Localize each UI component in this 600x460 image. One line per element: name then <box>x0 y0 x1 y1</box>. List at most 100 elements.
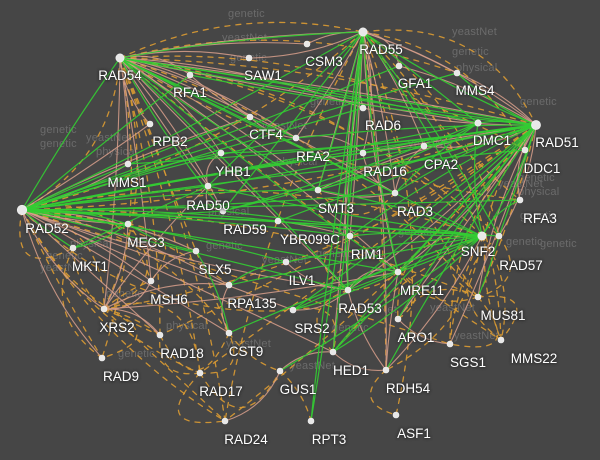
node-label-rad57[interactable]: RAD57 <box>499 258 543 273</box>
graph-node[interactable] <box>196 369 204 377</box>
graph-node[interactable] <box>146 120 154 128</box>
graph-node[interactable] <box>225 281 233 289</box>
node-label-slx5[interactable]: SLX5 <box>198 262 232 277</box>
node-label-srs2[interactable]: SRS2 <box>294 321 330 336</box>
node-label-rfa1[interactable]: RFA1 <box>173 85 207 100</box>
node-label-rad3[interactable]: RAD3 <box>396 204 434 219</box>
graph-node[interactable] <box>16 204 28 216</box>
graph-node[interactable] <box>531 120 541 130</box>
graph-node[interactable] <box>245 54 253 62</box>
graph-node[interactable] <box>307 417 315 425</box>
node-label-rad59[interactable]: RAD59 <box>223 222 267 237</box>
graph-node[interactable] <box>217 149 225 157</box>
graph-node[interactable] <box>497 336 505 344</box>
graph-node[interactable] <box>495 232 503 240</box>
graph-node[interactable] <box>246 113 254 121</box>
node-label-snf2[interactable]: SNF2 <box>460 244 496 259</box>
node-label-dmc1[interactable]: DMC1 <box>472 133 512 148</box>
node-label-mkt1[interactable]: MKT1 <box>71 259 109 274</box>
graph-node[interactable] <box>359 104 367 112</box>
node-label-mec3[interactable]: MEC3 <box>127 235 165 250</box>
graph-node[interactable] <box>516 196 524 204</box>
graph-node[interactable] <box>344 286 352 294</box>
node-label-ybr099c[interactable]: YBR099C <box>279 232 341 247</box>
node-label-asf1[interactable]: ASF1 <box>397 426 431 441</box>
node-label-csm3[interactable]: CSM3 <box>305 54 343 69</box>
graph-node[interactable] <box>329 348 337 356</box>
graph-node[interactable] <box>394 315 402 323</box>
graph-node[interactable] <box>314 186 322 194</box>
graph-node[interactable] <box>274 217 282 225</box>
node-label-rad53[interactable]: RAD53 <box>338 301 382 316</box>
graph-node[interactable] <box>124 160 132 168</box>
graph-node[interactable] <box>359 149 367 157</box>
node-label-gus1[interactable]: GUS1 <box>279 382 317 397</box>
node-label-rad50[interactable]: RAD50 <box>186 198 230 213</box>
graph-node[interactable] <box>100 305 108 313</box>
graph-node[interactable] <box>477 231 487 241</box>
graph-node[interactable] <box>69 244 77 252</box>
graph-node[interactable] <box>358 27 368 37</box>
node-label-rpa135[interactable]: RPA135 <box>227 296 277 311</box>
node-label-rad24[interactable]: RAD24 <box>224 432 268 447</box>
node-label-rad9[interactable]: RAD9 <box>102 369 140 384</box>
node-label-rad18[interactable]: RAD18 <box>160 346 204 361</box>
node-label-yhb1[interactable]: YHB1 <box>215 164 251 179</box>
graph-node[interactable] <box>420 142 428 150</box>
graph-node[interactable] <box>276 367 284 375</box>
graph-node[interactable] <box>147 277 155 285</box>
graph-node[interactable] <box>292 134 300 142</box>
node-label-ilv1[interactable]: ILV1 <box>288 273 316 288</box>
node-label-sgs1[interactable]: SGS1 <box>449 355 487 370</box>
node-label-rad55[interactable]: RAD55 <box>359 42 403 57</box>
node-label-msh6[interactable]: MSH6 <box>150 292 188 307</box>
node-label-rfa2[interactable]: RFA2 <box>296 149 330 164</box>
node-label-ddc1[interactable]: DDC1 <box>523 161 561 176</box>
node-label-mms22[interactable]: MMS22 <box>510 351 558 366</box>
node-label-cst9[interactable]: CST9 <box>228 344 264 359</box>
graph-node[interactable] <box>474 119 482 127</box>
node-label-rad52[interactable]: RAD52 <box>25 221 69 236</box>
node-label-xrs2[interactable]: XRS2 <box>99 320 135 335</box>
node-label-cpa2[interactable]: CPA2 <box>423 157 459 172</box>
node-label-gfa1[interactable]: GFA1 <box>397 76 433 91</box>
node-label-smt3[interactable]: SMT3 <box>317 201 355 216</box>
node-label-rad16[interactable]: RAD16 <box>363 164 407 179</box>
graph-node[interactable] <box>221 417 229 425</box>
node-label-hed1[interactable]: HED1 <box>332 363 370 378</box>
node-label-rad6[interactable]: RAD6 <box>364 118 402 133</box>
node-label-ctf4[interactable]: CTF4 <box>249 127 283 142</box>
node-label-rpt3[interactable]: RPT3 <box>311 432 347 447</box>
graph-node[interactable] <box>156 331 164 339</box>
node-label-rim1[interactable]: RIM1 <box>350 247 384 262</box>
graph-node[interactable] <box>453 69 461 77</box>
node-label-aro1[interactable]: ARO1 <box>397 330 435 345</box>
node-label-mus81[interactable]: MUS81 <box>480 308 526 323</box>
graph-node[interactable] <box>115 53 125 63</box>
node-label-mms4[interactable]: MMS4 <box>455 83 495 98</box>
graph-node[interactable] <box>192 247 200 255</box>
graph-node[interactable] <box>282 258 290 266</box>
graph-node[interactable] <box>204 182 212 190</box>
node-label-rpb2[interactable]: RPB2 <box>152 134 188 149</box>
graph-node[interactable] <box>395 62 403 70</box>
node-label-mre11[interactable]: MRE11 <box>399 283 445 298</box>
graph-node[interactable] <box>382 366 390 374</box>
graph-node[interactable] <box>346 232 354 240</box>
node-label-rfa3[interactable]: RFA3 <box>523 211 557 226</box>
graph-node[interactable] <box>219 207 227 215</box>
graph-node[interactable] <box>98 354 106 362</box>
graph-node[interactable] <box>391 189 399 197</box>
graph-node[interactable] <box>186 71 194 79</box>
graph-node[interactable] <box>394 268 402 276</box>
graph-node[interactable] <box>474 293 482 301</box>
graph-node[interactable] <box>392 411 400 419</box>
node-label-rad54[interactable]: RAD54 <box>98 68 142 83</box>
node-label-rad17[interactable]: RAD17 <box>199 384 243 399</box>
node-label-rad51[interactable]: RAD51 <box>535 135 579 150</box>
node-label-mms1[interactable]: MMS1 <box>107 175 147 190</box>
graph-node[interactable] <box>124 220 132 228</box>
node-label-rdh54[interactable]: RDH54 <box>385 381 431 396</box>
node-label-saw1[interactable]: SAW1 <box>244 68 282 83</box>
graph-node[interactable] <box>446 340 454 348</box>
